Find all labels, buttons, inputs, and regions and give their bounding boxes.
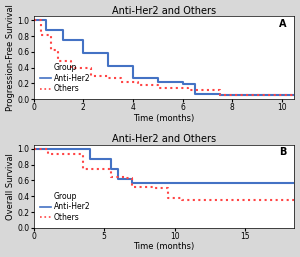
Legend: Anti-Her2, Others: Anti-Her2, Others — [38, 189, 92, 224]
X-axis label: Time (months): Time (months) — [134, 114, 195, 123]
Y-axis label: Progression-Free Survival: Progression-Free Survival — [6, 4, 15, 111]
Title: Anti-Her2 and Others: Anti-Her2 and Others — [112, 6, 216, 16]
X-axis label: Time (months): Time (months) — [134, 242, 195, 251]
Title: Anti-Her2 and Others: Anti-Her2 and Others — [112, 134, 216, 144]
Text: B: B — [279, 148, 286, 158]
Text: A: A — [279, 19, 286, 29]
Legend: Anti-Her2, Others: Anti-Her2, Others — [38, 61, 92, 96]
Y-axis label: Overall Survival: Overall Survival — [6, 153, 15, 220]
